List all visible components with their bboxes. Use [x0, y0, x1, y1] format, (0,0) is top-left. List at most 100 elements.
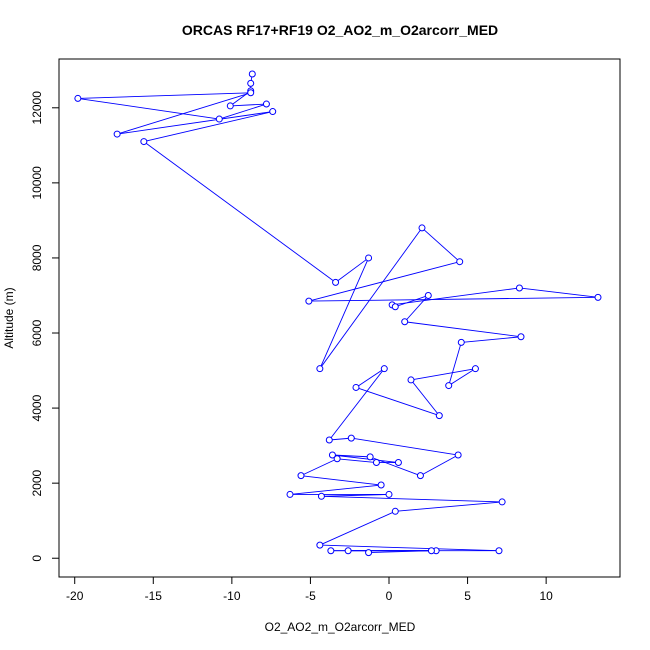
series-segment	[519, 287, 599, 298]
data-point	[498, 498, 506, 506]
data-point	[445, 382, 453, 390]
data-point	[377, 481, 385, 489]
data-point	[365, 254, 373, 262]
series-segment	[77, 92, 251, 99]
data-point	[347, 434, 355, 442]
data-point	[391, 507, 399, 515]
y-tick-label: 0	[30, 555, 44, 562]
data-point	[418, 224, 426, 232]
data-point	[366, 453, 374, 461]
x-tick-label: -20	[66, 589, 84, 603]
x-tick-label: 10	[539, 589, 553, 603]
data-point	[435, 412, 443, 420]
series-segment	[337, 458, 377, 463]
data-point	[394, 459, 402, 467]
series-segment	[404, 321, 522, 338]
series-segment	[332, 454, 399, 463]
y-tick-label: 10000	[30, 166, 44, 200]
series-segment	[461, 336, 522, 343]
data-point	[327, 547, 335, 555]
data-point	[113, 130, 121, 138]
series-segment	[143, 111, 273, 143]
data-point	[297, 472, 305, 480]
y-tick-label: 12000	[30, 91, 44, 125]
data-point	[365, 549, 373, 557]
x-tick-label: -15	[145, 589, 163, 603]
series-segment	[230, 103, 267, 107]
series-segment	[395, 295, 429, 308]
data-point	[269, 108, 277, 116]
data-point	[416, 472, 424, 480]
data-point	[328, 451, 336, 459]
data-point	[471, 365, 479, 373]
data-point	[317, 492, 325, 500]
data-point	[454, 451, 462, 459]
data-point	[380, 365, 388, 373]
series-segment	[319, 510, 396, 546]
data-point	[140, 138, 148, 146]
y-tick-label: 4000	[30, 394, 44, 421]
series-segment	[448, 368, 476, 386]
plot-frame	[58, 58, 621, 578]
series-segment	[368, 550, 432, 554]
data-point	[262, 100, 270, 108]
y-axis: 0 2000 4000 6000 8000 10000 12000	[30, 91, 60, 562]
series-segment	[319, 544, 500, 552]
series-segment	[448, 342, 462, 386]
series-segment	[335, 257, 369, 283]
data-point	[325, 436, 333, 444]
data-point	[305, 297, 313, 305]
series-segment	[410, 368, 476, 381]
series-segment	[355, 387, 440, 417]
chart-title: ORCAS RF17+RF19 O2_AO2_m_O2arcorr_MED	[182, 22, 498, 38]
series-segment	[329, 437, 352, 441]
series-segment	[308, 296, 599, 302]
data-point	[247, 79, 255, 87]
data-point	[401, 318, 409, 326]
data-point	[74, 94, 82, 102]
series-segment	[77, 97, 220, 120]
series-segment	[319, 227, 423, 369]
data-point	[427, 547, 435, 555]
series-segment	[319, 257, 369, 369]
series-segment	[321, 495, 503, 503]
y-tick-label: 8000	[30, 244, 44, 271]
series-lines	[77, 73, 599, 554]
series-segment	[300, 458, 338, 477]
data-point	[385, 490, 393, 498]
x-tick-label: 0	[386, 589, 393, 603]
series-segment	[219, 103, 267, 120]
data-point	[316, 365, 324, 373]
data-point	[247, 89, 255, 97]
series-segment	[117, 92, 251, 135]
data-point	[286, 490, 294, 498]
series-segment	[404, 295, 429, 323]
data-point	[215, 115, 223, 123]
series-segment	[328, 368, 385, 441]
y-tick-label: 6000	[30, 319, 44, 346]
data-point	[332, 278, 340, 286]
data-point	[372, 459, 380, 467]
data-point	[248, 70, 256, 78]
series-points	[74, 70, 602, 557]
data-point	[391, 303, 399, 311]
data-point	[226, 102, 234, 110]
y-tick-label: 2000	[30, 469, 44, 496]
data-point	[333, 455, 341, 463]
data-point	[352, 383, 360, 391]
data-point	[316, 541, 324, 549]
series-segment	[117, 111, 273, 135]
data-point	[594, 293, 602, 301]
x-axis: -20 -15 -10 -5 0 5 10	[66, 576, 553, 603]
y-axis-label: Altitude (m)	[2, 287, 16, 348]
series-segment	[300, 475, 382, 486]
x-tick-label: -5	[305, 589, 316, 603]
series-segment	[410, 379, 440, 416]
x-tick-label: 5	[464, 589, 471, 603]
data-point	[457, 338, 465, 346]
series-segment	[321, 493, 390, 497]
series-segment	[392, 287, 520, 306]
series-segment	[143, 141, 336, 283]
series-segment	[289, 484, 382, 495]
